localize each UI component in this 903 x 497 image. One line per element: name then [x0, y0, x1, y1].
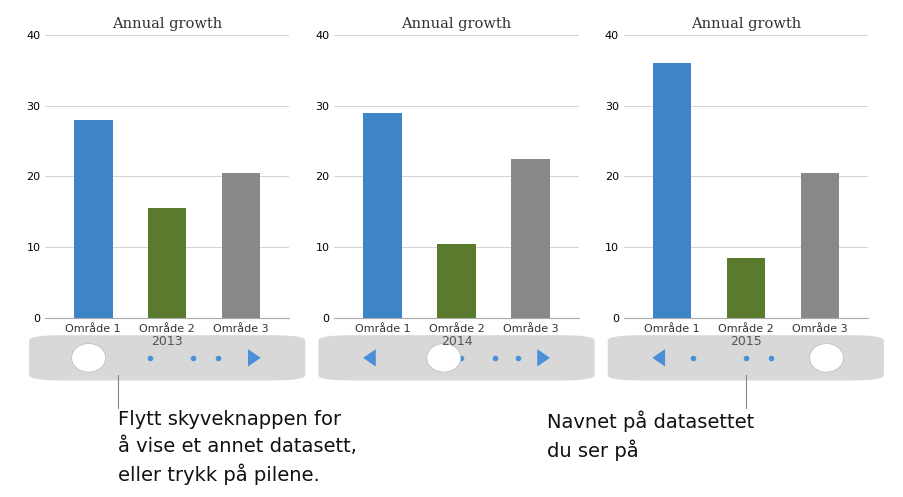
Bar	[726, 258, 764, 318]
FancyBboxPatch shape	[607, 335, 883, 381]
Title: Annual growth: Annual growth	[112, 17, 222, 31]
Text: Flytt skyveknappen for
å vise et annet datasett,
eller trykk på pilene.: Flytt skyveknappen for å vise et annet d…	[117, 410, 356, 485]
Text: 2014: 2014	[441, 335, 471, 348]
Polygon shape	[247, 349, 260, 366]
Bar	[437, 244, 475, 318]
Title: Annual growth: Annual growth	[690, 17, 800, 31]
Bar	[148, 208, 186, 318]
Bar	[511, 159, 549, 318]
Bar	[652, 63, 690, 318]
FancyBboxPatch shape	[29, 335, 305, 381]
Polygon shape	[363, 349, 376, 366]
Polygon shape	[825, 349, 838, 366]
Ellipse shape	[71, 343, 106, 372]
Polygon shape	[74, 349, 87, 366]
Ellipse shape	[809, 343, 842, 372]
Bar	[800, 173, 838, 318]
Title: Annual growth: Annual growth	[401, 17, 511, 31]
Text: Navnet på datasettet
du ser på: Navnet på datasettet du ser på	[546, 410, 753, 461]
Ellipse shape	[426, 343, 461, 372]
Polygon shape	[536, 349, 549, 366]
Polygon shape	[652, 349, 665, 366]
FancyBboxPatch shape	[318, 335, 594, 381]
Bar	[363, 113, 401, 318]
Text: 2013: 2013	[152, 335, 182, 348]
Text: 2015: 2015	[729, 335, 761, 348]
Bar	[222, 173, 260, 318]
Bar	[74, 120, 112, 318]
